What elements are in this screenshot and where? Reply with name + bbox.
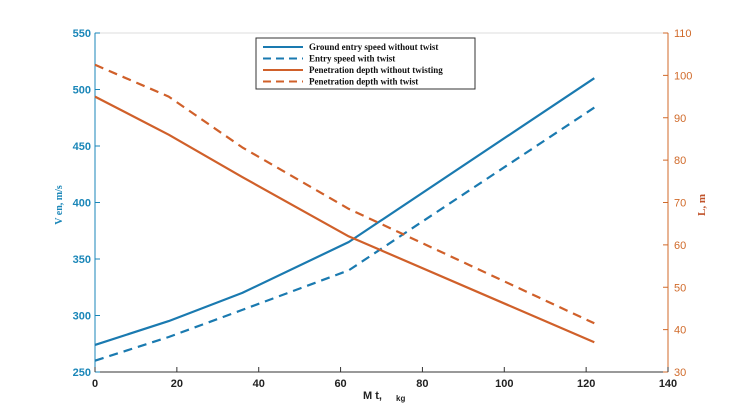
legend-label: Entry speed with twist [309, 54, 395, 64]
left-y-tick-label: 450 [73, 141, 91, 153]
legend-label: Penetration depth with twist [309, 77, 418, 87]
left-y-tick-label: 400 [73, 198, 91, 210]
legend-label: Ground entry speed without twist [309, 42, 438, 52]
right-y-tick-label: 110 [674, 28, 692, 40]
right-y-tick-label: 60 [674, 240, 686, 252]
series-line-penetration-depth-with-twist [94, 63, 595, 325]
series-layer [94, 63, 595, 362]
legend-label: Penetration depth without twisting [309, 65, 443, 75]
left-y-tick-label: 500 [73, 85, 91, 97]
right-y-tick-group: 30 40 50 60 70 80 90 100 110 [663, 28, 692, 379]
right-y-tick-label: 40 [674, 325, 686, 337]
right-y-tick-label: 50 [674, 282, 686, 294]
right-y-tick-label: 90 [674, 113, 686, 125]
x-tick-label: 120 [577, 378, 595, 390]
series-line-penetration-depth-without-twisting [94, 95, 595, 344]
right-y-tick-label: 70 [674, 198, 686, 210]
left-y-tick-label: 350 [73, 254, 91, 266]
right-y-tick-label: 100 [674, 70, 692, 82]
x-tick-label: 100 [495, 378, 513, 390]
x-axis-label: M t, [363, 390, 382, 402]
left-y-axis-label: V en, m/s [54, 185, 65, 225]
left-y-tick-label: 550 [73, 28, 91, 40]
legend: Ground entry speed without twist Entry sp… [255, 37, 476, 90]
series-line-ground-entry-speed-without-twist [94, 77, 595, 346]
x-tick-label: 0 [92, 378, 98, 390]
x-tick-label: 20 [171, 378, 183, 390]
legend-entries: Ground entry speed without twist Entry sp… [263, 42, 443, 87]
left-y-tick-group: 250 300 350 400 450 500 550 [73, 28, 100, 379]
x-tick-label: 60 [334, 378, 346, 390]
x-tick-label: 140 [659, 378, 677, 390]
left-y-tick-label: 300 [73, 311, 91, 323]
right-y-tick-label: 80 [674, 155, 686, 167]
right-y-axis-label: L, m [696, 194, 708, 216]
x-tick-label: 80 [416, 378, 428, 390]
left-y-tick-label: 250 [73, 367, 91, 379]
x-axis-unit: kg [396, 394, 405, 403]
x-tick-group: 0 20 40 60 80 100 120 140 [92, 367, 677, 390]
right-y-tick-label: 30 [674, 367, 686, 379]
x-tick-label: 40 [253, 378, 265, 390]
series-line-entry-speed-with-twist [94, 106, 595, 362]
